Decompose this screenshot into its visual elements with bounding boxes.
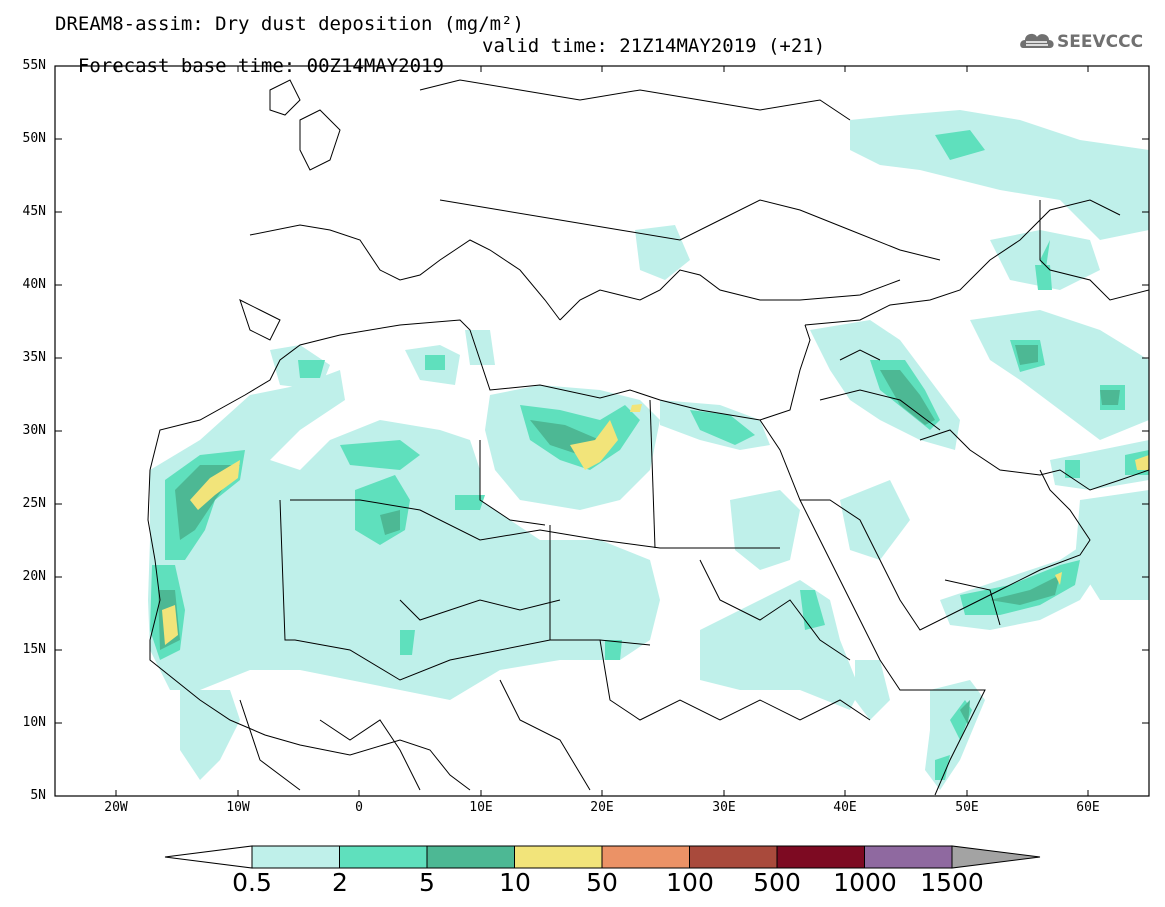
colorbar-label: 0.5 xyxy=(232,868,272,897)
lat-label: 50N xyxy=(22,131,46,146)
logo-text: SEEVCCC xyxy=(1057,32,1144,52)
lat-label: 20N xyxy=(22,569,46,584)
colorbar-label: 1500 xyxy=(920,868,984,897)
lon-label: 60E xyxy=(1076,800,1100,815)
lon-label: 0 xyxy=(355,800,363,815)
lat-label: 35N xyxy=(22,350,46,365)
lat-label: 15N xyxy=(22,642,46,657)
lat-label: 10N xyxy=(22,715,46,730)
lon-label: 10E xyxy=(469,800,493,815)
lon-label: 20E xyxy=(590,800,614,815)
colorbar-label: 2 xyxy=(332,868,348,897)
colorbar-label: 1000 xyxy=(833,868,897,897)
lon-label: 50E xyxy=(955,800,979,815)
lat-label: 45N xyxy=(22,204,46,219)
colorbar-label: 100 xyxy=(666,868,714,897)
lat-label: 30N xyxy=(22,423,46,438)
cloud-logo-icon xyxy=(1020,33,1054,48)
lon-label: 30E xyxy=(712,800,736,815)
lon-label: 20W xyxy=(104,800,128,815)
lon-label: 40E xyxy=(833,800,857,815)
lat-label: 25N xyxy=(22,496,46,511)
colorbar-label: 50 xyxy=(586,868,618,897)
lat-label: 55N xyxy=(22,58,46,73)
colorbar-label: 5 xyxy=(419,868,435,897)
axis-ticks xyxy=(55,65,1149,796)
dust-level-10-50 xyxy=(162,404,1149,645)
lon-label: 10W xyxy=(226,800,250,815)
dust-level-0.5-2 xyxy=(148,110,1149,790)
valid-time-label: valid time: 21Z14MAY2019 (+21) xyxy=(482,35,826,57)
lat-label: 40N xyxy=(22,277,46,292)
coastlines xyxy=(147,79,1149,796)
lat-label: 5N xyxy=(30,788,46,803)
colorbar-label: 500 xyxy=(753,868,801,897)
colorbar-label: 10 xyxy=(499,868,531,897)
chart-title: DREAM8-assim: Dry dust deposition (mg/m²… xyxy=(55,13,524,35)
